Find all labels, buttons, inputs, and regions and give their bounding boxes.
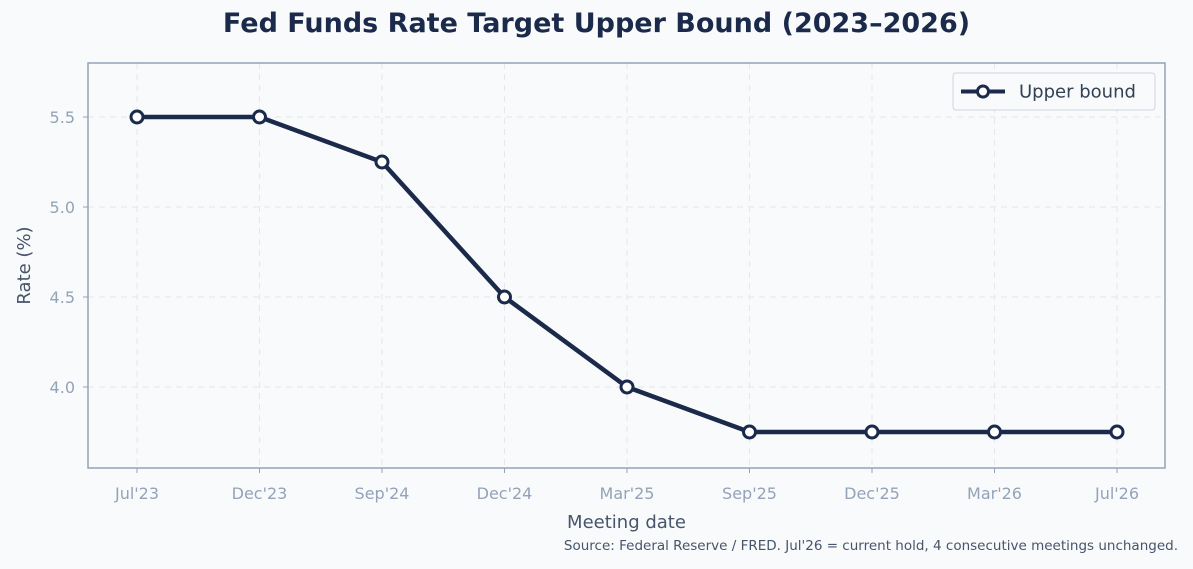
legend-box (952, 72, 1156, 111)
data-point (619, 379, 635, 395)
x-tick-label: Dec'24 (477, 484, 533, 503)
data-point (1109, 424, 1125, 440)
x-tick-label: Dec'23 (232, 484, 288, 503)
source-note: Source: Federal Reserve / FRED. Jul'26 =… (564, 538, 1178, 554)
y-axis-ticks: 4.0 4.5 5.0 5.5 (50, 108, 88, 397)
y-tick-label: 4.0 (50, 378, 75, 397)
x-tick-label: Jul'23 (114, 484, 159, 503)
y-axis-label: Rate (%) (14, 226, 35, 304)
legend-marker (976, 84, 990, 99)
x-tick-label: Sep'25 (722, 484, 777, 503)
x-tick-label: Dec'25 (844, 484, 900, 503)
data-point (864, 424, 880, 440)
legend: Upper bound (952, 72, 1156, 111)
x-axis-label: Meeting date (567, 512, 686, 533)
chart-title: Fed Funds Rate Target Upper Bound (2023–… (222, 8, 971, 39)
x-tick-label: Mar'26 (967, 484, 1022, 503)
x-tick-label: Jul'26 (1094, 484, 1139, 503)
data-point (742, 424, 757, 440)
x-tick-label: Mar'25 (600, 484, 655, 503)
y-tick-label: 5.0 (50, 198, 75, 217)
data-point (497, 289, 512, 305)
x-tick-label: Sep'24 (355, 484, 410, 503)
data-point (129, 109, 145, 125)
legend-entry-upper-bound: Upper bound (1019, 82, 1136, 103)
grid-layer (88, 63, 1165, 468)
data-point (252, 109, 267, 125)
series-layer (129, 109, 1125, 440)
data-point (987, 424, 1002, 440)
y-tick-label: 4.5 (50, 288, 75, 307)
y-tick-label: 5.5 (50, 108, 75, 127)
data-point (374, 154, 390, 170)
x-axis-ticks: Jul'23 Dec'23 Sep'24 Dec'24 Mar'25 Sep'25 Dec'… (114, 468, 1139, 503)
